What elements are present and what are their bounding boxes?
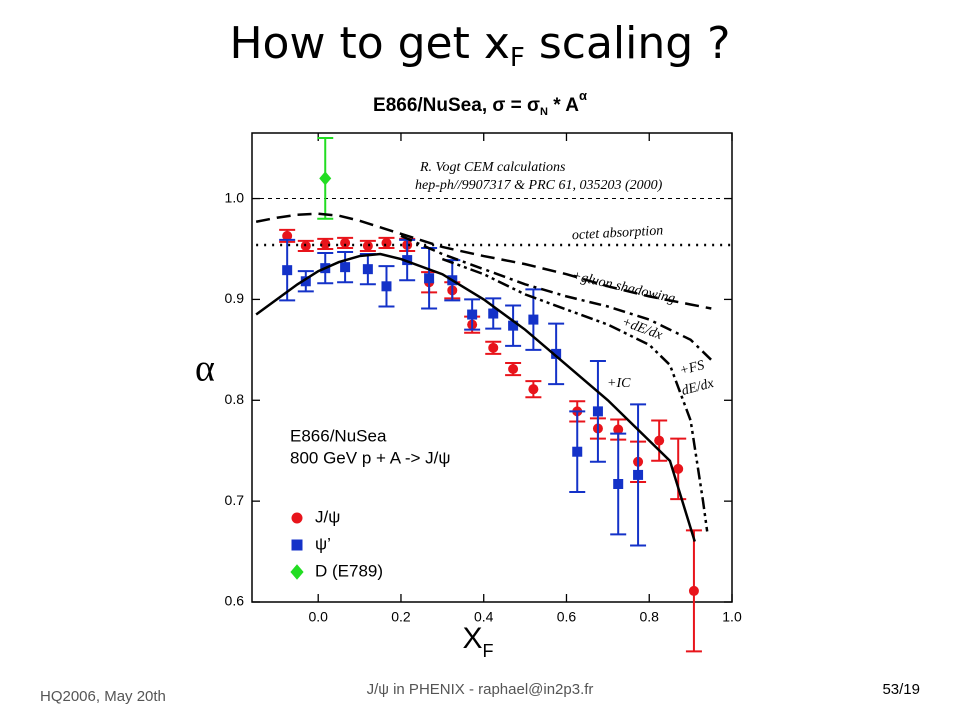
- annotation: octet absorption: [572, 223, 664, 243]
- annotation: R. Vogt CEM calculations: [419, 160, 566, 175]
- marker: [282, 230, 293, 241]
- x-tick-label: 0.6: [557, 609, 577, 625]
- chart-title-sub: N: [540, 106, 548, 118]
- legend-label: J/ψ: [315, 507, 340, 526]
- marker: [508, 320, 519, 331]
- marker: [654, 435, 665, 446]
- marker: [291, 512, 303, 524]
- title-sub: F: [510, 43, 525, 73]
- marker: [362, 240, 373, 251]
- marker: [291, 539, 303, 551]
- legend-label: ψ’: [315, 534, 331, 553]
- y-tick-label: 0.7: [225, 492, 245, 508]
- marker: [290, 564, 304, 580]
- marker: [613, 424, 624, 435]
- marker: [319, 171, 332, 186]
- chart-title-mid: * A: [548, 95, 579, 116]
- marker: [467, 309, 478, 320]
- marker: [488, 308, 499, 319]
- theory-curve: [400, 234, 713, 361]
- marker: [300, 276, 311, 287]
- marker: [673, 463, 684, 474]
- chart-title-sup: α: [579, 88, 587, 103]
- plot-frame: [251, 132, 733, 603]
- y-tick-label: 0.9: [225, 290, 245, 306]
- theory-curve: [255, 252, 696, 542]
- marker: [528, 384, 539, 395]
- y-axis-label: α: [195, 348, 215, 390]
- x-label-text: X: [462, 622, 482, 655]
- x-tick-label: 0.0: [308, 609, 328, 625]
- marker: [528, 314, 539, 325]
- legend-header: E866/NuSea: [290, 426, 387, 445]
- annotation: +FS: [678, 358, 706, 379]
- marker: [488, 342, 499, 353]
- x-axis-label: XF: [462, 622, 493, 661]
- theory-curve: [255, 212, 712, 310]
- marker: [362, 264, 373, 275]
- marker: [633, 469, 644, 480]
- x-tick-label: 0.2: [391, 609, 411, 625]
- chart-title-text: E866/NuSea, σ = σ: [373, 95, 540, 116]
- title-text: How to get x: [229, 18, 509, 69]
- y-tick-label: 1.0: [225, 189, 245, 205]
- x-tick-label: 1.0: [722, 609, 742, 625]
- slide-title: How to get xF scaling ?: [229, 18, 730, 73]
- marker: [551, 348, 562, 359]
- marker: [381, 237, 392, 248]
- marker: [688, 585, 699, 596]
- y-tick-label: 0.8: [225, 391, 245, 407]
- footer-center: J/ψ in PHENIX - raphael@in2p3.fr: [367, 681, 594, 698]
- marker: [613, 478, 624, 489]
- marker: [282, 265, 293, 276]
- x-tick-label: 0.4: [474, 609, 494, 625]
- chart-title: E866/NuSea, σ = σN * Aα: [373, 88, 587, 117]
- x-label-sub: F: [483, 641, 494, 661]
- marker: [340, 262, 351, 273]
- marker: [424, 273, 435, 284]
- y-tick-label: 0.6: [225, 593, 245, 609]
- legend-label: D (E789): [315, 561, 383, 580]
- marker: [381, 281, 392, 292]
- x-tick-label: 0.8: [640, 609, 660, 625]
- title-rest: scaling ?: [525, 18, 731, 69]
- theory-curve: [441, 257, 709, 532]
- annotation: hep-ph//9907317 & PRC 61, 035203 (2000): [415, 178, 663, 193]
- annotation: +IC: [607, 376, 631, 391]
- marker: [320, 238, 331, 249]
- legend-header: 800 GeV p + A -> J/ψ: [290, 448, 451, 467]
- footer-left: HQ2006, May 20th: [40, 688, 166, 705]
- marker: [592, 406, 603, 417]
- footer-right: 53/19: [882, 681, 920, 698]
- marker: [340, 237, 351, 248]
- marker: [508, 364, 519, 375]
- marker: [572, 446, 583, 457]
